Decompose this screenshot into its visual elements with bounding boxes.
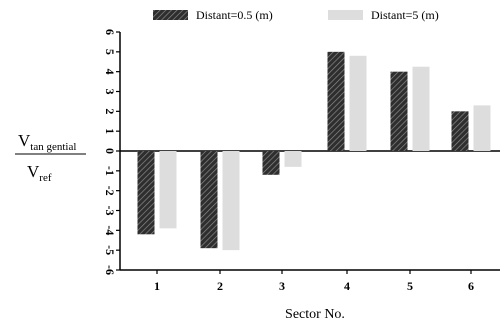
- x-tick-label: 2: [217, 279, 223, 293]
- bar-series-1-sector-5: [390, 71, 408, 151]
- y-tick-label: 3: [103, 89, 117, 95]
- axes: 6 5 4 3 2 1 0 -1 -2 -3 -4 -5 -6 1 2 3 4 5 6: [103, 29, 500, 293]
- bar-series-2-sector-1: [159, 151, 177, 229]
- x-tick-label: 1: [154, 279, 160, 293]
- y-tick-label: -1: [103, 166, 117, 176]
- y-tick-label: 5: [103, 49, 117, 55]
- y-tick-label: -5: [103, 245, 117, 255]
- y-tick-label: 6: [103, 29, 117, 35]
- bar-series-1-sector-2: [200, 151, 218, 249]
- y-tick-label: 1: [103, 128, 117, 134]
- bar-series-2-sector-6: [473, 105, 491, 151]
- bar-series-2-sector-2: [222, 151, 240, 251]
- legend-label-series-2: Distant=5 (m): [371, 8, 439, 22]
- y-tick-label: 0: [103, 148, 117, 154]
- y-tick-label: -4: [103, 225, 117, 235]
- bar-series-2-sector-4: [349, 55, 367, 151]
- bar-series-2-sector-3: [284, 151, 302, 167]
- x-tick-label: 4: [344, 279, 350, 293]
- bar-series-1-sector-3: [262, 151, 280, 175]
- legend-label-series-1: Distant=0.5 (m): [196, 8, 273, 22]
- legend: Distant=0.5 (m) Distant=5 (m): [153, 8, 439, 22]
- y-tick-label: -6: [103, 265, 117, 275]
- bar-series-1-sector-6: [451, 111, 469, 151]
- y-axis-label-numerator: Vtan gential: [18, 131, 76, 153]
- bars: [137, 51, 491, 251]
- y-tick-label: 2: [103, 108, 117, 114]
- y-tick-label: -2: [103, 186, 117, 196]
- bar-series-1-sector-1: [137, 151, 155, 235]
- bar-series-1-sector-4: [327, 51, 345, 152]
- y-tick-label: -3: [103, 206, 117, 216]
- legend-swatch-series-2: [328, 10, 363, 20]
- x-axis-label: Sector No.: [285, 307, 345, 322]
- x-tick-label: 3: [279, 279, 285, 293]
- y-axis-label-denominator: Vref: [27, 162, 52, 184]
- legend-swatch-series-1: [153, 10, 188, 20]
- y-tick-label: 4: [103, 69, 117, 75]
- x-tick-label: 6: [468, 279, 474, 293]
- x-tick-label: 5: [407, 279, 413, 293]
- y-axis-label: Vtan gential Vref: [15, 131, 86, 184]
- bar-series-2-sector-5: [412, 66, 430, 151]
